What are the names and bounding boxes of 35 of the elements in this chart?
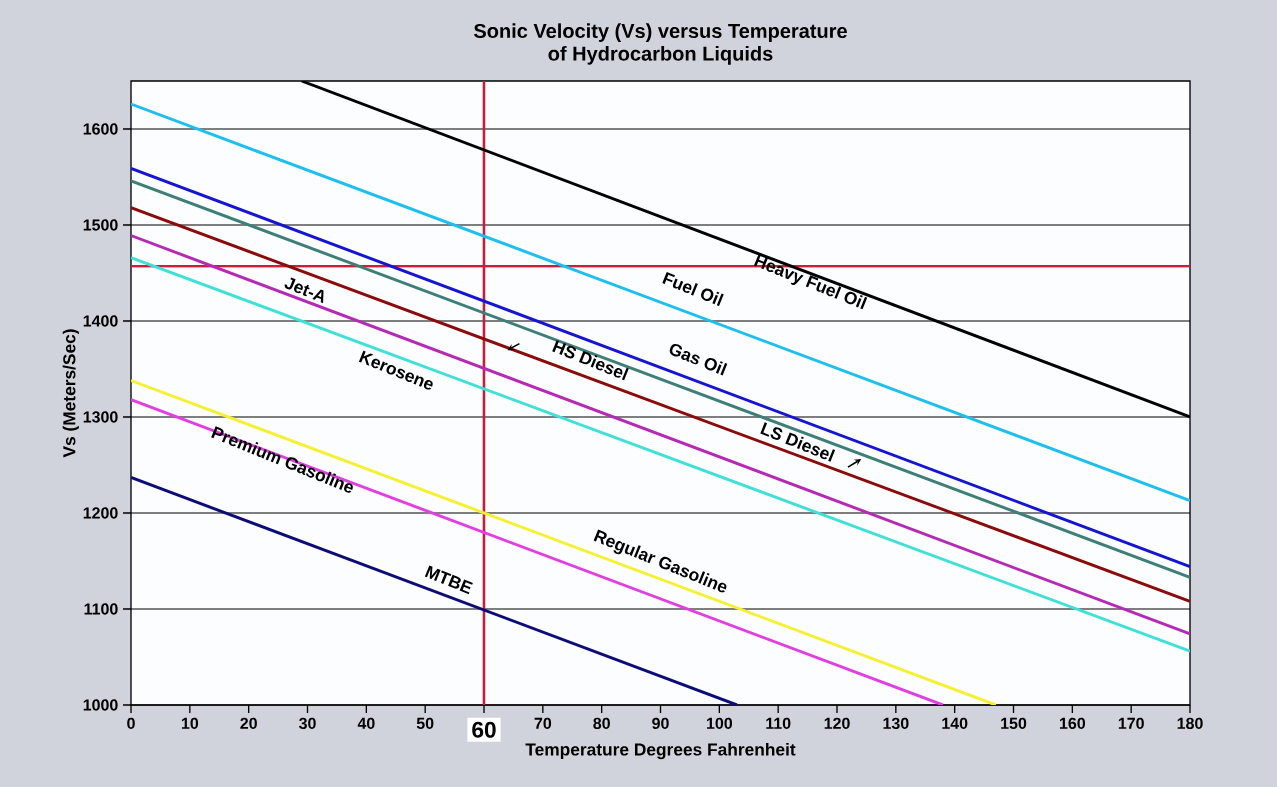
x-tick-label: 40 — [357, 717, 375, 730]
chart-title: Sonic Velocity (Vs) versus Temperature — [473, 23, 847, 42]
text: Gas Oil — [669, 343, 728, 376]
x-tick-label: 160 — [1060, 717, 1086, 730]
x-tick-label: 180 — [1177, 717, 1203, 730]
y-tick-label: 1100 — [84, 603, 118, 615]
x-tick-label: 30 — [298, 717, 316, 730]
y-tick-label: 1500 — [83, 219, 118, 231]
chart-subtitle: of Hydrocarbon Liquids — [548, 46, 773, 65]
x-axis-title: Temperature Degrees Fahrenheit — [525, 742, 796, 760]
x-tick-label: 80 — [593, 717, 610, 730]
x-tick-label: 170 — [1118, 717, 1144, 730]
x-tick-label: 60 — [472, 721, 496, 738]
y-tick-label: 1000 — [83, 699, 118, 711]
x-tick-label: 130 — [883, 717, 909, 730]
x-tick-label: 20 — [240, 717, 257, 730]
x-tick-label: 0 — [127, 717, 135, 730]
y-tick-label: 1600 — [83, 123, 118, 135]
text: HS Diesel — [552, 340, 629, 381]
x-tick-label: 10 — [181, 717, 199, 730]
x-tick-label: 150 — [1001, 717, 1027, 730]
text: Jet-A — [284, 277, 324, 304]
x-tick-label: 70 — [534, 717, 552, 730]
y-tick-label: 1200 — [83, 507, 118, 519]
y-axis-title: Vs (Meters/Sec) — [62, 329, 79, 458]
x-tick-label: 140 — [942, 717, 968, 730]
text: Fuel Oil — [662, 272, 724, 307]
y-tick-label: 1300 — [83, 411, 118, 423]
x-tick-label: 100 — [707, 717, 733, 730]
x-tick-label: 110 — [766, 717, 791, 730]
x-tick-label: 50 — [416, 717, 434, 730]
text: MTBE — [424, 565, 473, 595]
y-tick-label: 1400 — [83, 315, 118, 327]
x-tick-label: 120 — [824, 717, 850, 730]
x-tick-label: 90 — [652, 717, 669, 730]
